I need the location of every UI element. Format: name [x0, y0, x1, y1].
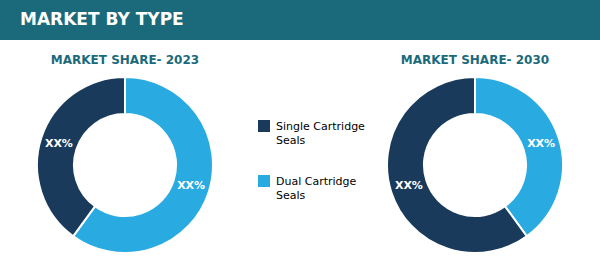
legend-item: Dual Cartridge Seals: [258, 175, 360, 202]
legend-item: Single Cartridge Seals: [258, 120, 368, 147]
donut: XX% XX%: [37, 77, 213, 253]
legend-label-line: Seals: [276, 189, 306, 202]
legend-label-line: Dual Cartridge: [276, 175, 360, 188]
chart-title: MARKET SHARE- 2023: [51, 53, 199, 67]
legend-swatch: [258, 175, 270, 187]
title: MARKET BY TYPE: [20, 9, 184, 29]
chart-title: MARKET SHARE- 2030: [401, 53, 549, 67]
legend-label: Single Cartridge Seals: [276, 120, 368, 147]
header-bar: [0, 0, 600, 40]
slice: [37, 77, 125, 236]
legend-label: Dual Cartridge Seals: [276, 175, 360, 202]
data-label: XX%: [177, 179, 205, 192]
chart: MARKET BY TYPE XX% XX% MARKET SHARE- 2023 XX…: [0, 0, 600, 277]
slice: [475, 77, 563, 236]
legend: Single Cartridge SealsDual Cartridge Sea…: [258, 120, 368, 202]
legend-label-line: Seals: [276, 134, 306, 147]
data-label: XX%: [45, 137, 73, 150]
legend-label-line: Single Cartridge: [276, 120, 368, 133]
slice: [387, 77, 527, 253]
data-label: XX%: [527, 137, 555, 150]
donut: XX% XX%: [387, 77, 563, 253]
legend-swatch: [258, 120, 270, 132]
data-label: XX%: [395, 179, 423, 192]
